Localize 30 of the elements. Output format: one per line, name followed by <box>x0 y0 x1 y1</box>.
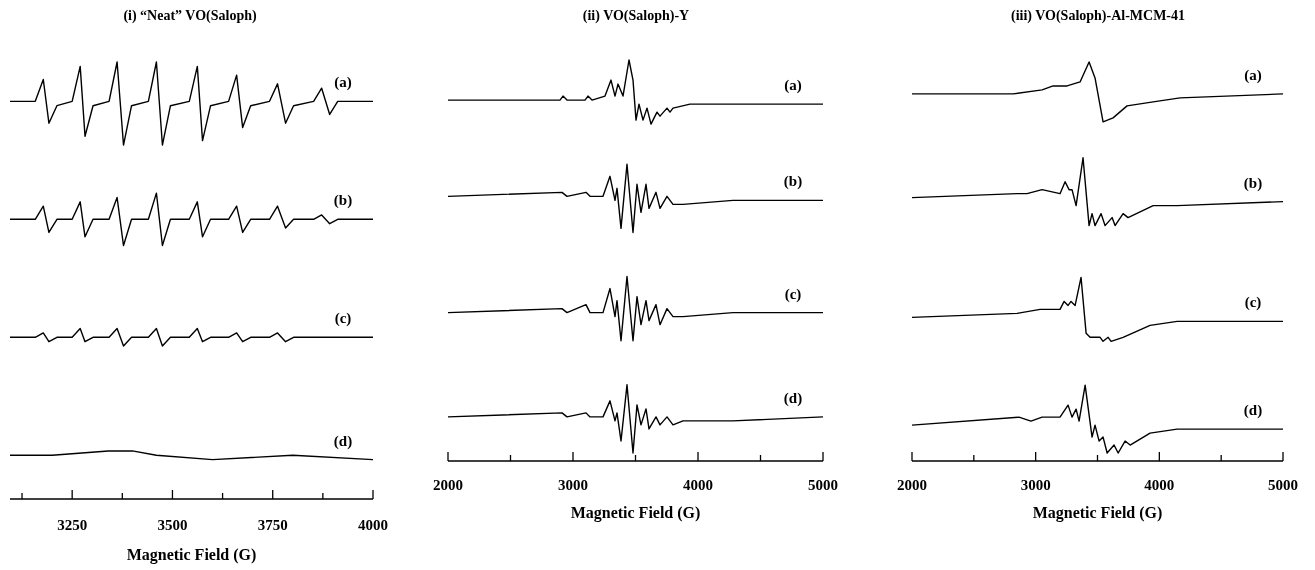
series-label: (b) <box>783 173 803 191</box>
series-label: (a) <box>334 74 352 92</box>
x-tick-label: 3000 <box>558 477 588 493</box>
series-label: (a) <box>784 77 802 95</box>
series-label: (d) <box>1243 402 1263 420</box>
series-label: (d) <box>783 389 803 407</box>
series-label: (d) <box>333 432 353 450</box>
x-tick-label: 4000 <box>1144 477 1175 493</box>
chart-title: (iii) VO(Saloph)-Al-MCM-41 <box>1010 8 1186 24</box>
x-tick-label: 3000 <box>1020 477 1051 493</box>
x-tick-label: 4000 <box>683 477 713 493</box>
series-label: (b) <box>333 192 353 210</box>
x-tick-label: 4000 <box>358 517 388 533</box>
chart-title: (ii) VO(Saloph)-Y <box>582 8 690 24</box>
series-label: (c) <box>784 285 802 303</box>
x-tick-label: 2000 <box>433 477 463 493</box>
x-tick-label: 5000 <box>1268 477 1298 493</box>
x-axis-title: Magnetic Field (G) <box>126 546 257 564</box>
series-label: (c) <box>334 310 352 328</box>
x-tick-label: 5000 <box>808 477 838 493</box>
x-tick-label: 2000 <box>897 477 927 493</box>
series-label: (b) <box>1243 174 1263 192</box>
x-axis-title: Magnetic Field (G) <box>1032 504 1163 522</box>
x-tick-label: 3500 <box>157 517 188 533</box>
chart-title: (i) “Neat” VO(Saloph) <box>123 8 257 24</box>
x-axis-title: Magnetic Field (G) <box>570 504 701 522</box>
series-label: (c) <box>1244 294 1262 312</box>
x-tick-label: 3750 <box>257 517 288 533</box>
series-label: (a) <box>1244 66 1262 84</box>
x-tick-label: 3250 <box>57 517 88 533</box>
